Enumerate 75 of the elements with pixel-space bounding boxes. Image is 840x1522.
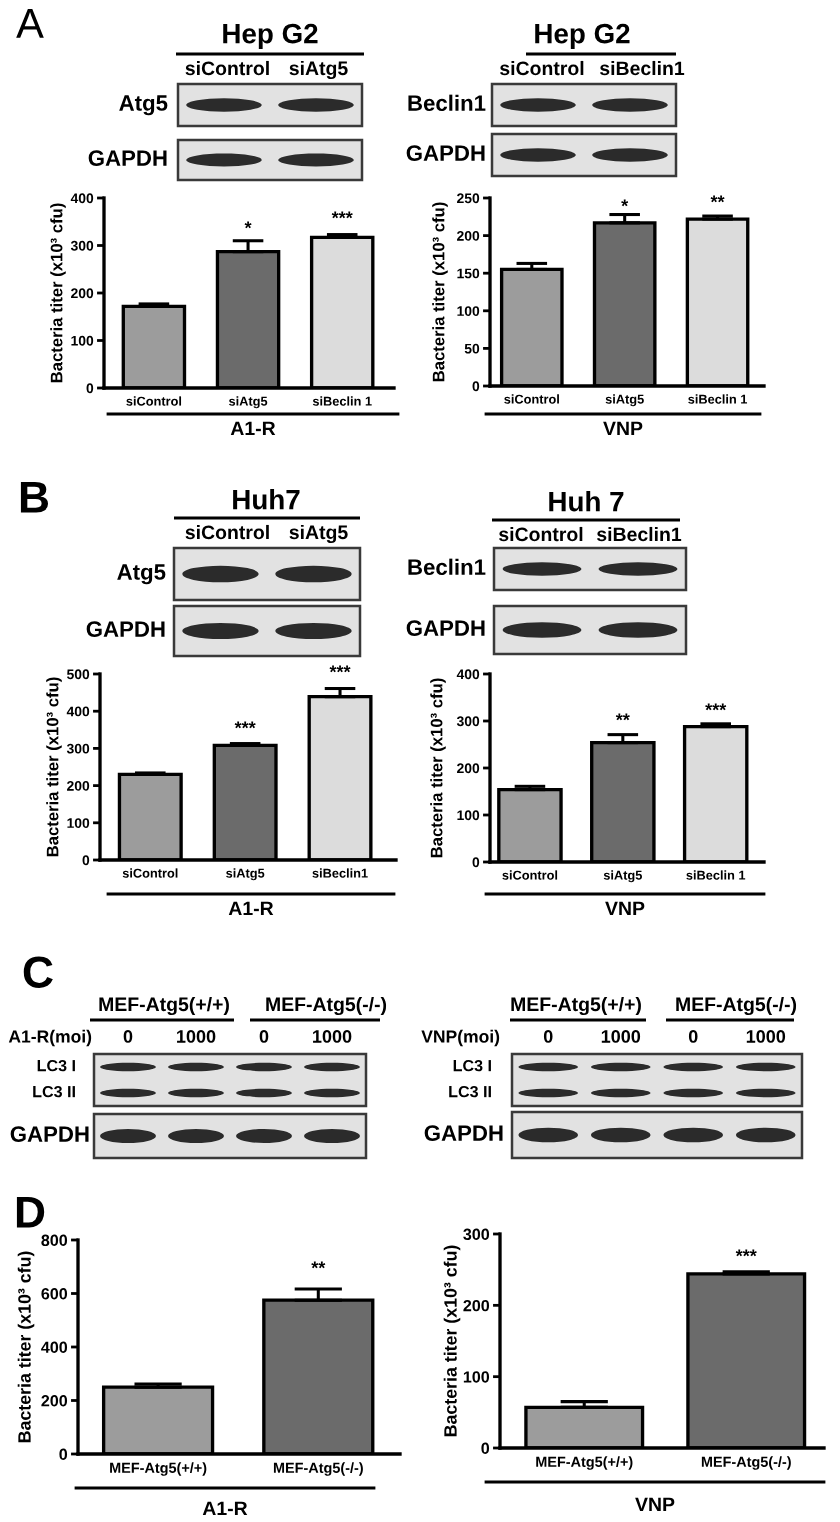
y-tick-label: 200	[41, 1395, 68, 1407]
y-axis-title: Bacteria titer (x10³ cfu)	[50, 203, 66, 383]
y-tick-label: 400	[41, 1341, 68, 1353]
y-tick-label: 0	[481, 1442, 490, 1454]
text: A	[16, 9, 44, 38]
category-label: siBeclin1	[600, 60, 685, 76]
annotation: ***	[331, 211, 353, 219]
x-axis-title: VNP	[603, 421, 643, 436]
text: MEF-Atg5(-/-)	[266, 996, 387, 1016]
category-label: 1000	[177, 1030, 216, 1043]
x-axis-title: A1-R	[230, 421, 276, 436]
x-axis-title: A1-R	[228, 901, 274, 916]
annotation: **	[710, 195, 725, 203]
category-label: GAPDH	[86, 621, 165, 637]
text: MEF-Atg5(+/+)	[99, 996, 229, 1016]
category-label: 0	[123, 1030, 133, 1043]
category-label: 0	[688, 1030, 698, 1043]
text: Hep G2	[535, 23, 630, 49]
category-label: siAtg5	[289, 524, 348, 544]
annotation: ***	[705, 703, 727, 711]
category-label: GAPDH	[406, 620, 485, 636]
category-label: Beclin1	[408, 94, 486, 111]
y-axis-title: Bacteria titer (x10³ cfu)	[430, 678, 446, 858]
annotation: **	[311, 1261, 326, 1269]
text: VNP(moi)	[421, 1029, 500, 1047]
y-tick-label: 0	[59, 1448, 68, 1460]
annotation: ***	[735, 1249, 757, 1257]
category-label: LC3 I	[37, 1059, 75, 1072]
category-label: GAPDH	[406, 145, 485, 161]
category-label: GAPDH	[10, 1126, 89, 1142]
y-axis-title: Bacteria titer (x10³ cfu)	[432, 202, 448, 382]
y-tick-label: 100	[463, 1371, 490, 1383]
text: B	[20, 481, 49, 513]
category-label: 0	[543, 1030, 553, 1043]
text: D	[16, 1196, 45, 1228]
x-axis-title: VNP	[635, 1497, 675, 1512]
category-label: Atg5	[119, 95, 168, 116]
category-label: LC3 II	[449, 1085, 491, 1098]
text: Huh7	[233, 489, 300, 510]
category-label: siControl	[185, 524, 269, 540]
category-label: GAPDH	[424, 1125, 503, 1141]
y-tick-label: 600	[41, 1288, 68, 1300]
category-label: 0	[259, 1030, 269, 1043]
annotation: ***	[234, 721, 256, 729]
text: C	[23, 956, 53, 988]
annotation: *	[621, 199, 629, 207]
category-label: siControl	[500, 60, 584, 76]
category-label: Beclin1	[408, 558, 486, 575]
y-axis-title: Bacteria titer (x10³ cfu)	[46, 677, 62, 857]
category-label: siAtg5	[289, 60, 348, 80]
category-label: LC3 I	[453, 1059, 491, 1072]
x-axis-title: VNP	[605, 901, 645, 916]
y-axis-title: Bacteria titer (x10³ cfu)	[443, 1245, 461, 1437]
annotation: **	[615, 713, 630, 721]
category-label: 1000	[313, 1030, 352, 1043]
text: MEF-Atg5(+/+)	[511, 996, 641, 1016]
text: MEF-Atg5(-/-)	[676, 996, 797, 1016]
y-tick-label: 800	[41, 1234, 68, 1246]
category-label: siBeclin1	[597, 526, 682, 542]
y-tick-label: 300	[463, 1228, 490, 1241]
text: ***	[329, 665, 351, 673]
text: Huh 7	[549, 491, 624, 512]
category-label: Atg5	[117, 564, 166, 585]
text: A1-R(moi)	[8, 1029, 92, 1047]
annotation: *	[244, 221, 252, 229]
x-axis-title: A1-R	[202, 1501, 248, 1516]
category-label: GAPDH	[88, 150, 167, 166]
y-tick-label: 200	[463, 1299, 490, 1312]
y-axis-title: Bacteria titer (x10³ cfu)	[17, 1251, 35, 1443]
category-label: 1000	[746, 1030, 786, 1043]
category-label: siControl	[499, 526, 583, 542]
category-label: LC3 II	[33, 1085, 75, 1098]
text: Hep G2	[223, 23, 318, 49]
category-label: siControl	[185, 60, 269, 76]
category-label: 1000	[601, 1030, 641, 1043]
